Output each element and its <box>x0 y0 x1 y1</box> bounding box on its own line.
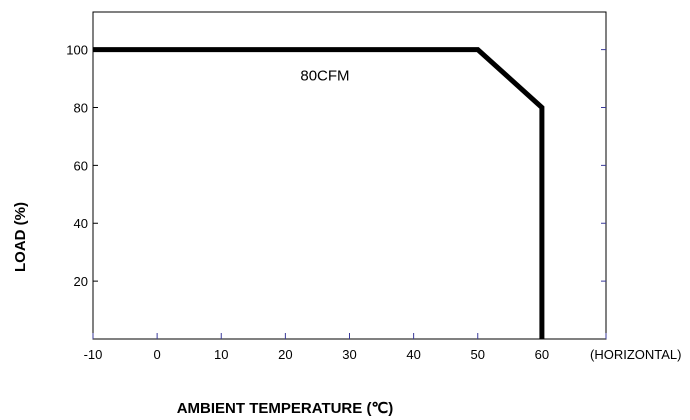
x-tick-label: 30 <box>342 347 356 362</box>
curve-annotation: 80CFM <box>300 68 349 85</box>
y-axis-title: LOAD (%) <box>12 202 29 272</box>
x-tick-label: 60 <box>535 347 549 362</box>
y-tick-label: 80 <box>74 100 88 115</box>
y-tick-label: 60 <box>74 158 88 173</box>
plot-frame <box>92 11 607 340</box>
x-tick-label: 40 <box>406 347 420 362</box>
y-tick-label: 40 <box>74 216 88 231</box>
derating-curve <box>93 47 545 339</box>
x-tick-label: 10 <box>214 347 228 362</box>
y-tick-label: 20 <box>74 274 88 289</box>
y-tick-label: 100 <box>66 43 88 58</box>
tick-labels: -10 0 10 20 30 40 50 60 20 40 60 80 100 <box>66 43 549 362</box>
x-tick-label: -10 <box>84 347 103 362</box>
x-axis-title: AMBIENT TEMPERATURE (℃) <box>177 400 394 417</box>
x-tick-label: 0 <box>154 347 161 362</box>
x-tick-label: 20 <box>278 347 292 362</box>
x-axis-extra-label: (HORIZONTAL) <box>590 347 681 362</box>
x-tick-label: 50 <box>471 347 485 362</box>
